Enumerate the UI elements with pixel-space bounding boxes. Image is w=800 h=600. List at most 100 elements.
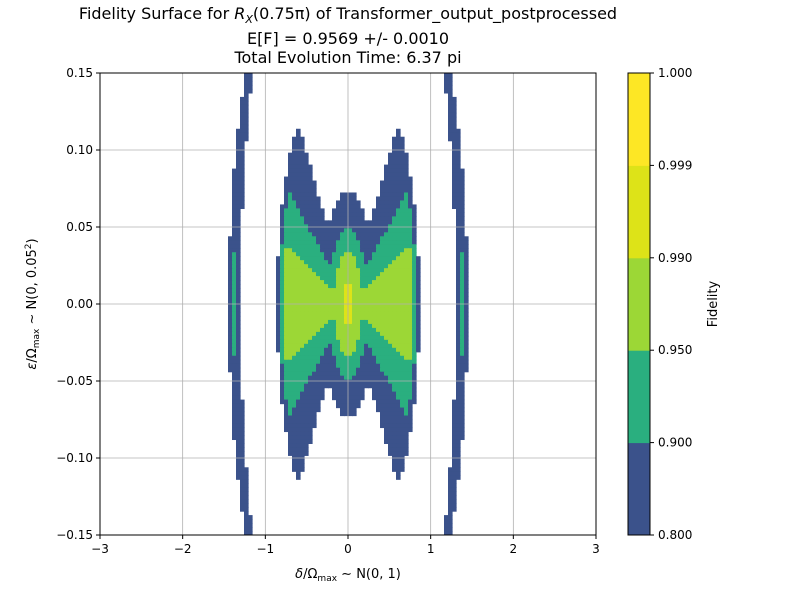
contour-cell: [288, 387, 293, 393]
contour-cell: [280, 319, 285, 325]
contour-cell: [352, 335, 357, 341]
contour-cell: [292, 236, 297, 241]
contour-cell: [400, 395, 405, 401]
contour-cell: [316, 327, 321, 333]
contour-cell: [388, 304, 393, 309]
contour-cell: [460, 367, 465, 373]
contour-cell: [392, 144, 397, 150]
contour-cell: [352, 407, 357, 413]
contour-cell: [244, 112, 249, 118]
contour-cell: [352, 307, 357, 313]
contour-cell: [304, 228, 309, 233]
contour-cell: [408, 216, 413, 221]
contour-cell: [288, 451, 293, 456]
contour-cell: [316, 220, 321, 225]
contour-cell: [332, 272, 337, 277]
contour-cell: [400, 427, 405, 433]
contour-cell: [308, 395, 313, 401]
contour-cell: [404, 439, 409, 444]
contour-cell: [460, 252, 465, 257]
contour-cell: [312, 220, 317, 225]
contour-cell: [392, 359, 397, 365]
contour-cell: [380, 343, 385, 349]
contour-cell: [248, 73, 253, 78]
contour-cell: [292, 395, 297, 401]
contour-cell: [376, 240, 381, 245]
contour-cell: [352, 355, 357, 361]
contour-cell: [336, 307, 341, 313]
contour-cell: [244, 479, 249, 484]
contour-cell: [240, 180, 245, 186]
contour-cell: [292, 208, 297, 213]
contour-cell: [312, 264, 317, 269]
contour-cell: [340, 236, 345, 241]
contour-cell: [408, 240, 413, 245]
contour-cell: [388, 276, 393, 281]
contour-cell: [296, 160, 301, 166]
contour-cell: [288, 152, 293, 158]
contour-cell: [356, 347, 361, 353]
contour-cell: [308, 307, 313, 313]
contour-cell: [396, 228, 401, 233]
contour-cell: [292, 359, 297, 365]
contour-cell: [464, 288, 469, 293]
contour-cell: [288, 236, 293, 241]
contour-cell: [456, 375, 461, 381]
contour-cell: [312, 347, 317, 353]
contour-cell: [376, 248, 381, 253]
contour-cell: [300, 304, 305, 309]
contour-cell: [300, 152, 305, 158]
contour-cell: [460, 343, 465, 349]
contour-cell: [288, 176, 293, 182]
contour-cell: [304, 156, 309, 162]
contour-cell: [460, 216, 465, 221]
contour-cell: [388, 451, 393, 456]
contour-cell: [288, 264, 293, 269]
contour-cell: [416, 288, 421, 293]
contour-cell: [284, 288, 289, 293]
contour-cell: [276, 315, 281, 321]
contour-cell: [396, 272, 401, 277]
contour-cell: [280, 252, 285, 257]
contour-cell: [232, 367, 237, 373]
contour-cell: [388, 399, 393, 405]
contour-cell: [228, 331, 233, 337]
contour-cell: [380, 355, 385, 361]
contour-cell: [356, 315, 361, 321]
contour-cell: [400, 200, 405, 206]
contour-cell: [288, 192, 293, 198]
contour-cell: [456, 296, 461, 301]
contour-cell: [460, 200, 465, 206]
contour-cell: [232, 327, 237, 333]
contour-cell: [356, 327, 361, 333]
contour-cell: [368, 347, 373, 353]
contour-cell: [296, 387, 301, 393]
contour-cell: [372, 351, 377, 357]
contour-cell: [340, 260, 345, 265]
contour-cell: [408, 367, 413, 373]
contour-cell: [328, 300, 333, 305]
contour-cell: [236, 379, 241, 385]
contour-cell: [304, 359, 309, 365]
contour-cell: [292, 379, 297, 385]
contour-cell: [296, 204, 301, 210]
contour-cell: [376, 268, 381, 273]
contour-cell: [372, 280, 377, 285]
contour-cell: [396, 128, 401, 134]
contour-cell: [312, 319, 317, 325]
contour-cell: [356, 264, 361, 269]
contour-cell: [296, 264, 301, 269]
contour-cell: [384, 359, 389, 365]
contour-cell: [396, 304, 401, 309]
contour-cell: [376, 276, 381, 281]
contour-cell: [356, 343, 361, 349]
contour-cell: [372, 311, 377, 317]
contour-cell: [376, 399, 381, 405]
contour-cell: [356, 272, 361, 277]
contour-cell: [464, 292, 469, 297]
contour-cell: [380, 288, 385, 293]
contour-cell: [308, 367, 313, 373]
contour-cell: [388, 311, 393, 317]
contour-cell: [404, 164, 409, 170]
contour-cell: [396, 256, 401, 261]
